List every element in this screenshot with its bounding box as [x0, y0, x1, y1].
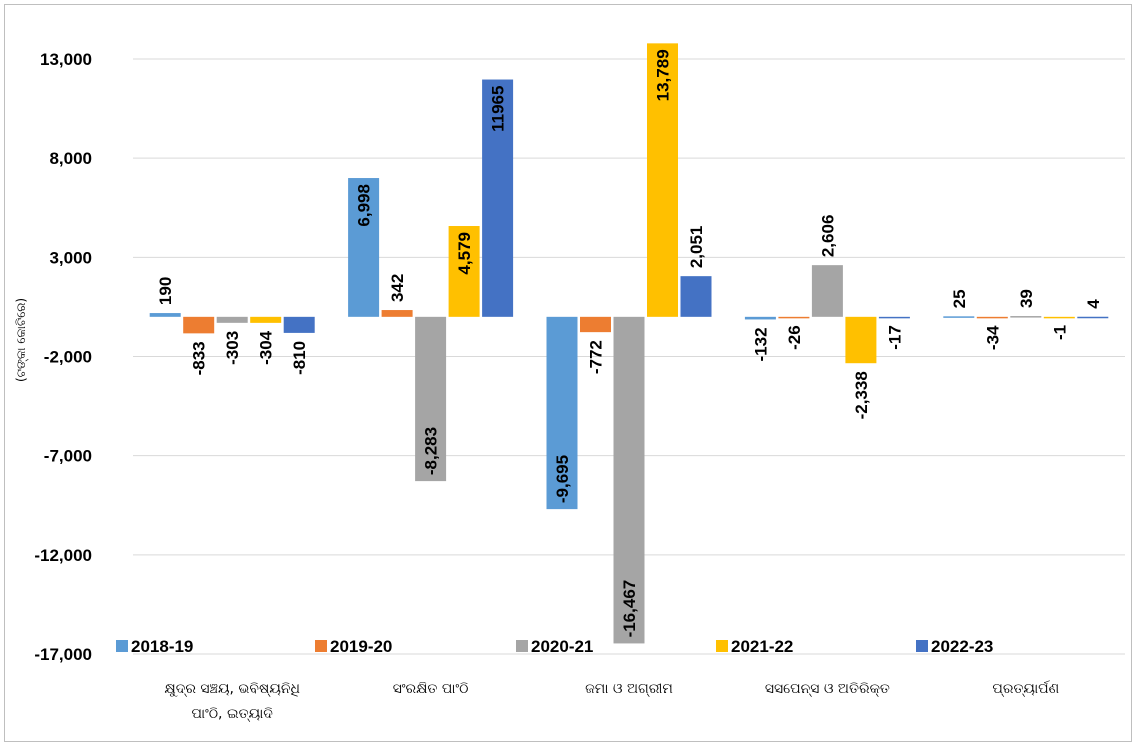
bar-2020-21: [1010, 316, 1042, 318]
legend-swatch-2019-20: [315, 640, 327, 652]
legend-label: 2021-22: [731, 637, 793, 656]
data-label: 342: [388, 274, 407, 302]
y-axis-label: (ଟଙ୍କା କୋଟିରେ): [14, 298, 28, 382]
y-tick-label: -7,000: [44, 447, 92, 466]
data-label: -17: [885, 325, 904, 350]
data-label: -132: [751, 327, 770, 361]
category-label: ସଂରକ୍ଷିତ ପାଂଠି: [393, 681, 469, 697]
legend-swatch-2018-19: [116, 640, 128, 652]
y-tick-label: -2,000: [44, 348, 92, 367]
bar-2018-19: [149, 313, 181, 317]
bar-2018-19: [348, 178, 380, 317]
bar-2019-20: [778, 316, 810, 319]
bar-2019-20: [580, 316, 611, 333]
data-label: 2,051: [687, 226, 706, 269]
category-label: ପାଂଠି, ଇତ୍ୟାଦି: [191, 706, 273, 722]
category-label: ସସପେନ୍ସ ଓ ଅତିରିକ୍ତ: [765, 681, 890, 697]
data-label: -303: [223, 331, 242, 365]
data-label: -833: [190, 341, 209, 375]
legend-label: 2022-23: [931, 637, 993, 656]
data-label: -34: [983, 325, 1002, 350]
bar-2020-21: [811, 265, 843, 317]
bar-2021-22: [448, 226, 480, 317]
bar-2019-20: [976, 316, 1008, 319]
bar-2021-22: [1043, 316, 1075, 319]
legend-label: 2018-19: [131, 637, 193, 656]
data-label: 2,606: [818, 215, 837, 258]
data-label: 25: [950, 289, 969, 308]
bar-2022-23: [680, 276, 712, 317]
bar-2022-23: [878, 316, 910, 319]
data-label: -772: [587, 340, 606, 374]
data-label: -26: [785, 325, 804, 350]
data-label: -1: [1050, 325, 1069, 340]
data-label: -16,467: [620, 580, 639, 638]
data-label: -9,695: [553, 455, 572, 503]
data-label: 4,579: [455, 232, 474, 275]
data-label: 4: [1084, 299, 1103, 309]
bar-2021-22: [250, 316, 282, 323]
data-label: 13,789: [654, 49, 673, 101]
legend-label: 2019-20: [330, 637, 392, 656]
y-tick-label: 3,000: [49, 248, 92, 267]
bar-2018-19: [546, 316, 578, 510]
data-label: 190: [156, 277, 175, 305]
category-label: କ୍ଷୁଦ୍ର ସଞ୍ଚୟ, ଭବିଷ୍ୟନିଧି: [164, 681, 300, 697]
bar-2022-23: [1077, 316, 1109, 319]
bar-2018-19: [943, 316, 975, 318]
bar-2021-22: [647, 43, 678, 317]
bar-2022-23: [283, 316, 315, 333]
data-label: 11965: [489, 86, 508, 132]
bar-2019-20: [183, 316, 215, 334]
data-label: -810: [290, 341, 309, 375]
y-tick-label: -12,000: [34, 546, 92, 565]
legend-label: 2020-21: [531, 637, 593, 656]
bar-2020-21: [613, 316, 645, 644]
bar-2020-21: [216, 316, 248, 323]
bar-2020-21: [415, 316, 447, 482]
bar-2022-23: [482, 79, 514, 317]
y-tick-label: -17,000: [34, 645, 92, 664]
legend-swatch-2021-22: [716, 640, 728, 652]
data-label: -2,338: [852, 371, 871, 419]
data-label: -8,283: [422, 427, 441, 475]
y-tick-label: 13,000: [40, 50, 92, 69]
category-label: ଜମା ଓ ଅଗ୍ରୀମ: [585, 681, 673, 697]
data-label: -304: [257, 330, 276, 365]
legend-swatch-2022-23: [916, 640, 928, 652]
legend-swatch-2020-21: [516, 640, 528, 652]
bar-2019-20: [381, 310, 413, 317]
y-tick-label: 8,000: [49, 149, 92, 168]
category-label: ପ୍ରତ୍ୟାର୍ପଣ: [992, 680, 1059, 697]
bar-2021-22: [845, 316, 877, 364]
bar-2018-19: [744, 316, 776, 320]
data-label: 39: [1017, 289, 1036, 308]
data-label: 6,998: [355, 184, 374, 227]
